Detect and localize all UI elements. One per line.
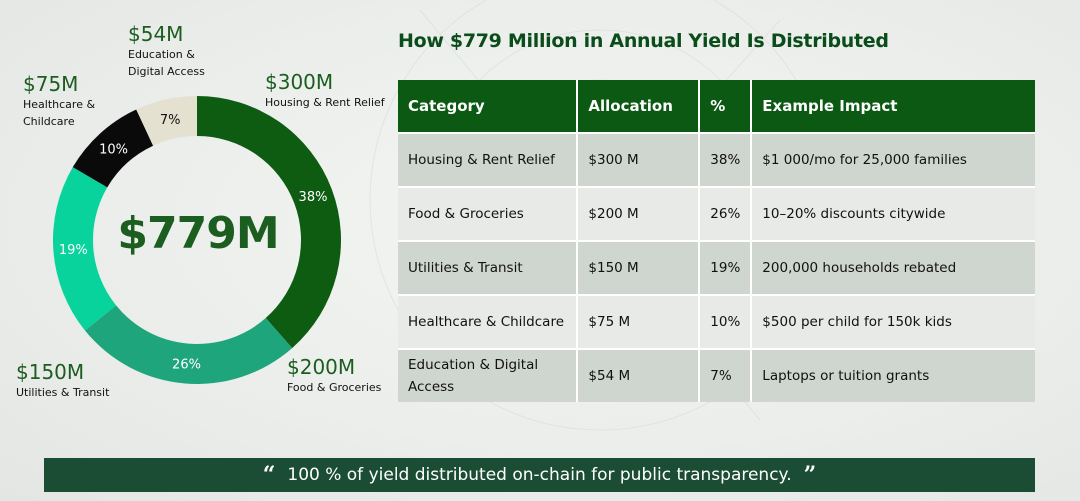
table-cell-percent: 26%	[699, 186, 753, 241]
slice-label-amount: $200M	[287, 355, 356, 379]
table-row: Healthcare & Childcare $75 M 10% $500 pe…	[398, 294, 1035, 349]
table-row: Food & Groceries $200 M 26% 10–20% disco…	[398, 186, 1035, 241]
table-cell-allocation: $54 M	[577, 348, 701, 402]
table-cell-allocation: $150 M	[577, 240, 701, 295]
table-header-percent: %	[699, 80, 753, 133]
open-quote-icon: “	[262, 462, 276, 488]
table-cell-allocation: $300 M	[577, 132, 701, 187]
table-cell-percent: 38%	[699, 132, 753, 187]
table-cell-allocation: $200 M	[577, 186, 701, 241]
table-cell-impact: 200,000 households rebated	[751, 240, 1035, 295]
donut-slice	[84, 305, 293, 385]
slice-label-healthcare: $75M Healthcare & Childcare	[23, 72, 95, 130]
banner-text: 100 % of yield distributed on-chain for …	[287, 465, 792, 485]
donut-slice	[197, 96, 342, 349]
table-cell-allocation: $75 M	[577, 294, 701, 349]
table-cell-category: Utilities & Transit	[398, 240, 579, 295]
donut-percent-labels: 38% 26% 19% 10% 7%	[59, 113, 328, 373]
slice-label-name: Housing & Rent Relief	[265, 96, 385, 109]
slice-label-name: Utilities & Transit	[16, 386, 110, 399]
slice-label-name: Education &	[128, 48, 195, 61]
table-cell-percent: 10%	[699, 294, 753, 349]
table-cell-percent: 19%	[699, 240, 753, 295]
table-header-allocation: Allocation	[577, 80, 701, 133]
slice-label-housing: $300M Housing & Rent Relief	[265, 70, 385, 111]
donut-slices	[53, 96, 342, 385]
table-cell-category: Education & Digital Access	[398, 348, 579, 402]
table-cell-category: Food & Groceries	[398, 186, 579, 241]
table-row: Education & Digital Access $54 M 7% Lapt…	[398, 348, 1035, 402]
table-header-row: Category Allocation % Example Impact	[398, 80, 1035, 133]
donut-percent-label: 38%	[299, 190, 328, 205]
donut-chart: 38% 26% 19% 10% 7%	[53, 96, 342, 385]
allocation-table: Category Allocation % Example Impact Hou…	[398, 80, 1035, 402]
donut-center-total: $779M	[117, 208, 279, 259]
slice-label-name: Childcare	[23, 115, 75, 128]
table-header-impact: Example Impact	[751, 80, 1035, 133]
donut-percent-label: 7%	[160, 113, 181, 128]
table-cell-impact: $1 000/mo for 25,000 families	[751, 132, 1035, 187]
close-quote-icon: ”	[803, 462, 817, 488]
slice-label-amount: $75M	[23, 72, 79, 96]
donut-slice	[136, 96, 197, 146]
slice-label-name: Digital Access	[128, 65, 205, 78]
slice-label-amount: $300M	[265, 70, 334, 94]
donut-percent-label: 26%	[172, 358, 201, 373]
slice-label-amount: $150M	[16, 360, 85, 384]
slice-label-name: Food & Groceries	[287, 381, 382, 394]
table-cell-impact: $500 per child for 150k kids	[751, 294, 1035, 349]
transparency-banner: “ 100 % of yield distributed on-chain fo…	[44, 458, 1035, 492]
slice-label-education: $54M Education & Digital Access	[128, 22, 205, 80]
table-header-category: Category	[398, 80, 579, 133]
table-cell-percent: 7%	[699, 348, 753, 402]
slice-label-food: $200M Food & Groceries	[287, 355, 381, 396]
slice-label-name: Healthcare &	[23, 98, 96, 111]
slice-label-amount: $54M	[128, 22, 184, 46]
donut-percent-label: 10%	[99, 142, 128, 157]
slice-label-utilities: $150M Utilities & Transit	[16, 360, 109, 401]
table-row: Utilities & Transit $150 M 19% 200,000 h…	[398, 240, 1035, 295]
table-row: Housing & Rent Relief $300 M 38% $1 000/…	[398, 132, 1035, 187]
donut-percent-label: 19%	[59, 243, 88, 258]
table-cell-category: Housing & Rent Relief	[398, 132, 579, 187]
table-cell-category: Healthcare & Childcare	[398, 294, 579, 349]
donut-slice	[72, 109, 154, 188]
page-title: How $779 Million in Annual Yield Is Dist…	[398, 30, 889, 52]
table-cell-impact: 10–20% discounts citywide	[751, 186, 1035, 241]
donut-slice	[53, 167, 117, 331]
table-cell-impact: Laptops or tuition grants	[751, 348, 1035, 402]
